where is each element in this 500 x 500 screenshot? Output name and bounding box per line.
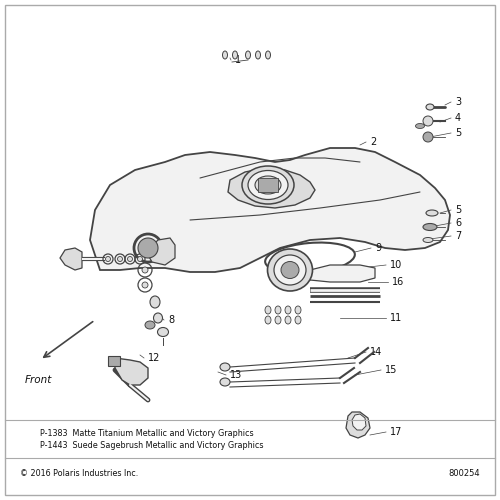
- Ellipse shape: [220, 378, 230, 386]
- Ellipse shape: [285, 306, 291, 314]
- Ellipse shape: [138, 238, 158, 258]
- Ellipse shape: [242, 166, 294, 204]
- Polygon shape: [346, 412, 370, 438]
- Bar: [258, 178, 278, 192]
- Ellipse shape: [128, 256, 132, 262]
- Ellipse shape: [255, 176, 281, 194]
- Ellipse shape: [295, 316, 301, 324]
- Ellipse shape: [275, 316, 281, 324]
- Polygon shape: [352, 414, 366, 430]
- Text: P-1383  Matte Titanium Metallic and Victory Graphics: P-1383 Matte Titanium Metallic and Victo…: [40, 428, 254, 438]
- Text: 12: 12: [148, 353, 160, 363]
- Ellipse shape: [232, 51, 237, 59]
- Ellipse shape: [150, 296, 160, 308]
- Ellipse shape: [256, 51, 260, 59]
- Text: 7: 7: [455, 231, 461, 241]
- Ellipse shape: [281, 262, 299, 278]
- Ellipse shape: [246, 51, 250, 59]
- Text: 8: 8: [168, 315, 174, 325]
- Text: 11: 11: [390, 313, 402, 323]
- Ellipse shape: [265, 316, 271, 324]
- Ellipse shape: [220, 363, 230, 371]
- Text: © 2016 Polaris Industries Inc.: © 2016 Polaris Industries Inc.: [20, 470, 138, 478]
- Ellipse shape: [423, 238, 433, 242]
- Circle shape: [423, 132, 433, 142]
- Circle shape: [423, 116, 433, 126]
- Text: 4: 4: [455, 113, 461, 123]
- Text: 13: 13: [230, 370, 242, 380]
- Polygon shape: [115, 358, 148, 385]
- Ellipse shape: [154, 313, 162, 323]
- Text: 15: 15: [385, 365, 398, 375]
- Polygon shape: [148, 238, 175, 265]
- Text: 5: 5: [455, 205, 461, 215]
- Text: 5: 5: [455, 128, 461, 138]
- Ellipse shape: [145, 321, 155, 329]
- Ellipse shape: [275, 306, 281, 314]
- Text: Front: Front: [25, 375, 52, 385]
- Ellipse shape: [426, 104, 434, 110]
- Ellipse shape: [423, 224, 437, 230]
- Ellipse shape: [426, 210, 438, 216]
- Text: 3: 3: [455, 97, 461, 107]
- Text: P-1443  Suede Sagebrush Metallic and Victory Graphics: P-1443 Suede Sagebrush Metallic and Vict…: [40, 442, 264, 450]
- Ellipse shape: [295, 306, 301, 314]
- Ellipse shape: [158, 328, 168, 336]
- Text: 2: 2: [370, 137, 376, 147]
- Ellipse shape: [118, 256, 122, 262]
- Ellipse shape: [268, 249, 312, 291]
- Polygon shape: [90, 148, 450, 272]
- Ellipse shape: [222, 51, 228, 59]
- Text: 10: 10: [390, 260, 402, 270]
- Text: 17: 17: [390, 427, 402, 437]
- Text: 1: 1: [235, 55, 241, 65]
- Ellipse shape: [274, 255, 306, 285]
- Circle shape: [142, 267, 148, 273]
- Text: 14: 14: [370, 347, 382, 357]
- Text: 16: 16: [392, 277, 404, 287]
- Ellipse shape: [248, 170, 288, 200]
- Polygon shape: [310, 265, 375, 282]
- Text: 9: 9: [375, 243, 381, 253]
- Text: 800254: 800254: [448, 470, 480, 478]
- Ellipse shape: [106, 256, 110, 262]
- Circle shape: [142, 282, 148, 288]
- Text: 6: 6: [455, 218, 461, 228]
- Ellipse shape: [138, 256, 142, 262]
- Polygon shape: [60, 248, 82, 270]
- Ellipse shape: [285, 316, 291, 324]
- Ellipse shape: [416, 124, 424, 128]
- Polygon shape: [228, 168, 315, 208]
- Bar: [108, 356, 120, 366]
- Ellipse shape: [265, 306, 271, 314]
- Ellipse shape: [266, 51, 270, 59]
